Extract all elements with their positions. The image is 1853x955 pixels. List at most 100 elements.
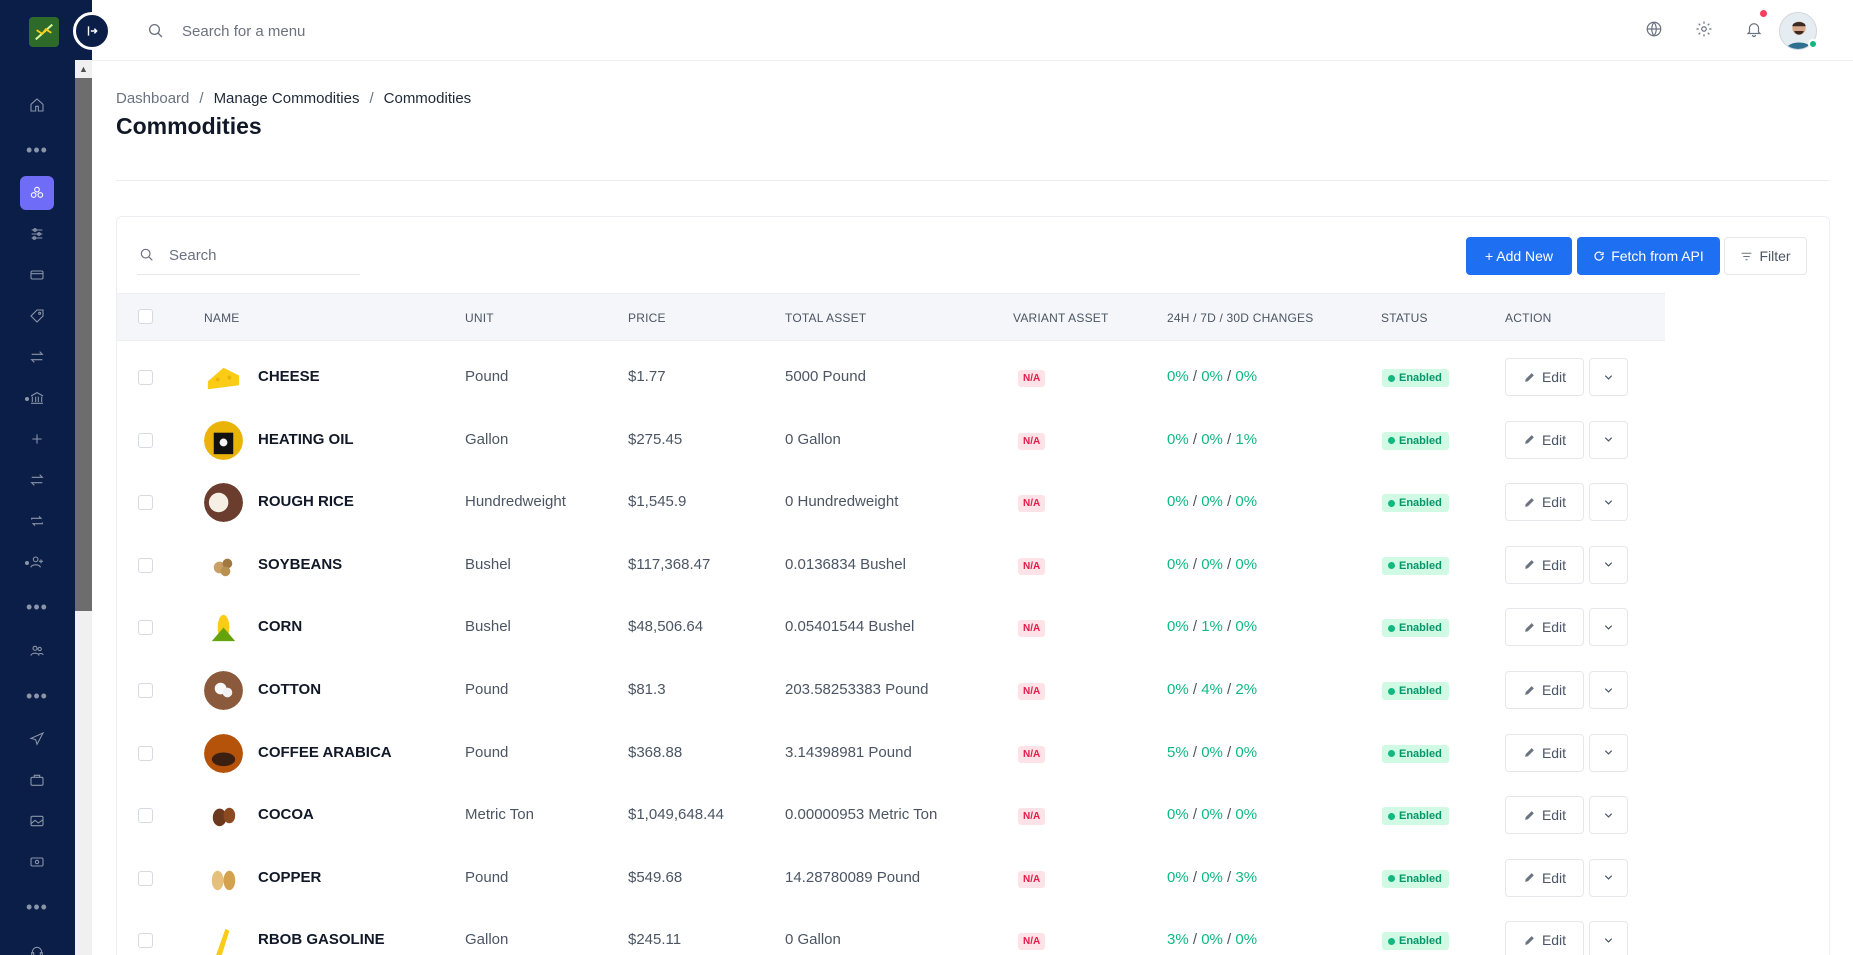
column-price[interactable]: PRICE	[628, 311, 666, 325]
row-checkbox[interactable]	[138, 745, 153, 761]
price-changes: 3% / 0% / 0%	[1167, 931, 1257, 948]
edit-label: Edit	[1541, 744, 1567, 761]
nav-settings-sliders[interactable]	[20, 217, 54, 251]
nav-exchange[interactable]	[20, 463, 54, 497]
change-24h: 0%	[1167, 368, 1189, 385]
nav-tags[interactable]	[20, 299, 54, 333]
notifications-button[interactable]	[1745, 20, 1765, 40]
price-changes: 0% / 4% / 2%	[1167, 681, 1257, 698]
row-actions-dropdown-button[interactable]	[1589, 921, 1628, 955]
edit-button[interactable]: Edit	[1505, 796, 1584, 835]
status-dot-icon	[1388, 374, 1395, 382]
nav-repeat[interactable]	[20, 504, 54, 538]
edit-button[interactable]: Edit	[1505, 921, 1584, 955]
nav-support[interactable]	[20, 935, 54, 955]
price-changes: 0% / 0% / 0%	[1167, 368, 1257, 385]
row-actions-dropdown-button[interactable]	[1589, 858, 1628, 897]
commodity-image	[204, 796, 243, 836]
change-24h: 0%	[1167, 493, 1189, 511]
edit-button[interactable]: Edit	[1505, 733, 1584, 772]
nav-bullet-icon	[25, 397, 29, 401]
nav-money[interactable]	[20, 845, 54, 879]
breadcrumb-dashboard[interactable]: Dashboard	[116, 90, 190, 107]
row-checkbox[interactable]	[138, 620, 153, 636]
filter-button[interactable]: Filter	[1724, 237, 1807, 275]
nav-user-add[interactable]	[20, 545, 54, 579]
edit-label: Edit	[1541, 932, 1567, 949]
nav-briefcase[interactable]	[20, 763, 54, 797]
menu-search-input[interactable]	[182, 18, 582, 44]
row-checkbox[interactable]	[138, 370, 153, 385]
row-checkbox[interactable]	[138, 933, 153, 949]
row-checkbox[interactable]	[138, 557, 153, 573]
nav-cards[interactable]	[20, 258, 54, 292]
column-status[interactable]: STATUS	[1381, 311, 1428, 325]
commodity-total-asset: 203.58253383 Pound	[785, 681, 929, 698]
app-logo[interactable]	[29, 17, 59, 47]
price-changes: 5% / 0% / 0%	[1167, 744, 1257, 761]
row-actions-dropdown-button[interactable]	[1589, 796, 1628, 835]
column-changes[interactable]: 24H / 7D / 30D CHANGES	[1167, 311, 1314, 325]
table-row: COFFEE ARABICA Pound $368.88 3.14398981 Pou…	[117, 722, 1665, 785]
refresh-icon	[1594, 251, 1604, 261]
edit-button[interactable]: Edit	[1505, 608, 1584, 647]
nav-commodities[interactable]	[20, 176, 54, 210]
edit-label: Edit	[1541, 369, 1567, 385]
nav-bank[interactable]	[20, 381, 54, 415]
search-icon	[140, 248, 153, 261]
row-actions-dropdown-button[interactable]	[1589, 420, 1628, 459]
row-actions-dropdown-button[interactable]	[1589, 545, 1628, 584]
nav-send[interactable]	[20, 722, 54, 756]
transfer-icon	[30, 351, 44, 363]
table-search-input[interactable]	[169, 245, 349, 265]
fetch-from-api-button[interactable]: Fetch from API	[1577, 237, 1720, 275]
change-7d: 0%	[1201, 743, 1223, 761]
nav-add[interactable]	[20, 422, 54, 456]
nav-users[interactable]	[20, 634, 54, 668]
column-name[interactable]: NAME	[204, 311, 240, 325]
commodity-image	[204, 921, 243, 955]
nav-image[interactable]	[20, 804, 54, 838]
edit-button[interactable]: Edit	[1505, 358, 1584, 396]
change-24h: 0%	[1167, 555, 1189, 573]
row-checkbox[interactable]	[138, 870, 153, 886]
commodity-total-asset: 0 Gallon	[785, 430, 841, 448]
sidebar-scroll-thumb[interactable]	[75, 78, 92, 611]
row-actions-dropdown-button[interactable]	[1589, 483, 1628, 522]
row-actions-dropdown-button[interactable]	[1589, 608, 1628, 647]
commodity-image	[204, 733, 243, 773]
nav-home[interactable]	[20, 88, 54, 122]
row-checkbox[interactable]	[138, 683, 153, 698]
column-unit[interactable]: UNIT	[465, 311, 494, 325]
commodity-price: $1.77	[628, 368, 666, 385]
edit-button[interactable]: Edit	[1505, 671, 1584, 709]
price-changes: 0% / 0% / 3%	[1167, 869, 1257, 886]
row-actions-dropdown-button[interactable]	[1589, 733, 1628, 772]
table-row: CORN Bushel $48,506.64 0.05401544 Bushel N/A…	[117, 596, 1665, 659]
settings-button[interactable]	[1695, 20, 1715, 40]
edit-button[interactable]: Edit	[1505, 483, 1584, 522]
commodity-name: RBOB GASOLINE	[258, 931, 385, 949]
add-new-button[interactable]: + Add New	[1466, 237, 1572, 275]
sidebar-toggle-button[interactable]	[73, 12, 111, 50]
column-variant-asset[interactable]: VARIANT ASSET	[1013, 311, 1109, 325]
column-total-asset[interactable]: TOTAL ASSET	[785, 311, 867, 325]
row-checkbox[interactable]	[138, 808, 153, 824]
row-checkbox[interactable]	[138, 432, 153, 448]
edit-button[interactable]: Edit	[1505, 420, 1584, 459]
row-actions-dropdown-button[interactable]	[1589, 358, 1628, 396]
nav-transfers[interactable]	[20, 340, 54, 374]
row-checkbox[interactable]	[138, 495, 153, 511]
breadcrumb-manage-commodities[interactable]: Manage Commodities	[213, 90, 360, 107]
row-actions-dropdown-button[interactable]	[1589, 671, 1628, 709]
scroll-up-arrow-icon[interactable]: ▲	[75, 60, 92, 78]
select-all-checkbox[interactable]	[138, 309, 153, 324]
sliders-icon	[31, 228, 43, 240]
edit-button[interactable]: Edit	[1505, 858, 1584, 897]
edit-button[interactable]: Edit	[1505, 545, 1584, 584]
language-button[interactable]	[1645, 20, 1665, 40]
breadcrumb: Dashboard / Manage Commodities / Commodi…	[116, 90, 471, 107]
commodity-price: $368.88	[628, 743, 683, 761]
online-status-dot	[1808, 39, 1818, 49]
commodity-image	[204, 858, 243, 898]
